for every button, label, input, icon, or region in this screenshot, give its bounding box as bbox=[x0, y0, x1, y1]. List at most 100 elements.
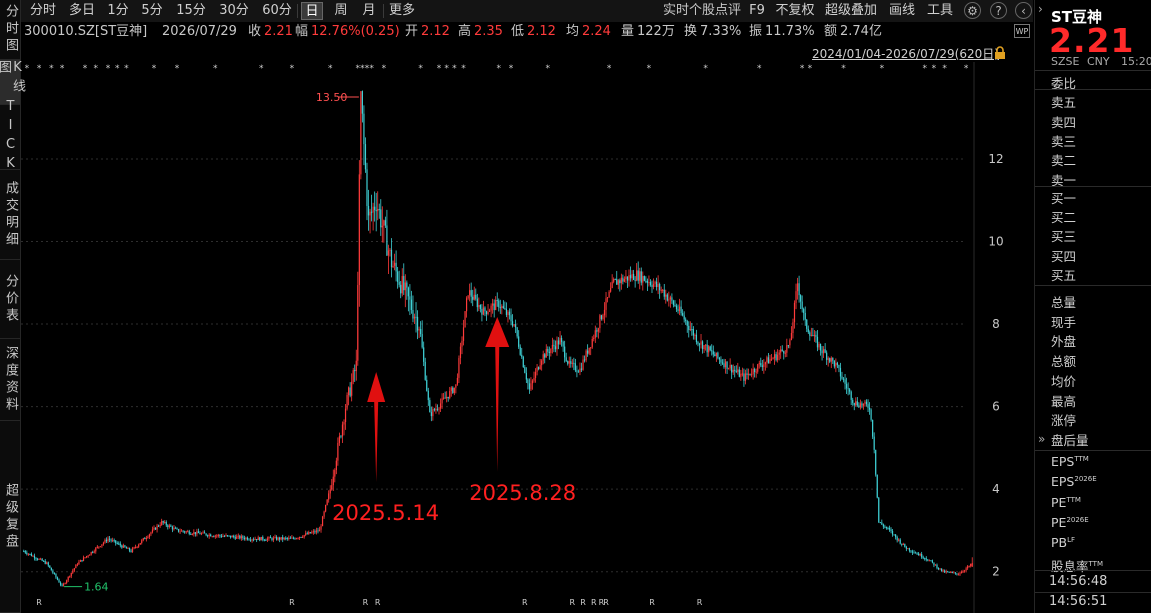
toolbar-item-2[interactable]: 不复权 bbox=[775, 3, 815, 18]
signal-star: * bbox=[444, 64, 449, 74]
tab-tick[interactable]: TICK bbox=[0, 99, 20, 175]
candle-body bbox=[406, 282, 408, 288]
candle-body bbox=[752, 368, 754, 375]
candle-body bbox=[93, 551, 95, 553]
toolbar-item-1[interactable]: F9 bbox=[749, 3, 765, 18]
candle-body bbox=[306, 533, 308, 535]
period-button-7[interactable]: 日 bbox=[301, 2, 323, 20]
candle-body bbox=[944, 570, 946, 573]
period-button-4[interactable]: 15分 bbox=[176, 3, 206, 18]
candle-body bbox=[133, 547, 135, 549]
candle-body bbox=[154, 527, 157, 530]
candle-body bbox=[282, 537, 284, 540]
candle-body bbox=[816, 336, 819, 348]
signal-star: * bbox=[461, 64, 466, 74]
candle-body bbox=[749, 373, 751, 375]
tab-timeshare[interactable]: 分时图 bbox=[0, 0, 20, 60]
candle-body bbox=[518, 336, 520, 347]
period-button-3[interactable]: 5分 bbox=[141, 3, 163, 18]
candle-body bbox=[438, 408, 440, 410]
candle-body bbox=[873, 436, 875, 450]
tab-price-table[interactable]: 分价表 bbox=[0, 260, 20, 339]
candle-body bbox=[904, 543, 906, 548]
candle-body bbox=[493, 303, 495, 311]
y-tick-label: 2 bbox=[992, 565, 1000, 579]
period-button-9[interactable]: 月 bbox=[362, 3, 376, 18]
candle-body bbox=[214, 535, 216, 537]
chevron-right-icon[interactable]: › bbox=[1038, 2, 1043, 16]
candle-body bbox=[226, 535, 229, 537]
candle-body bbox=[70, 572, 72, 577]
collapse-strip[interactable]: › » bbox=[1035, 0, 1050, 613]
toolbar-item-0[interactable]: 实时个股点评 bbox=[662, 3, 741, 18]
max-price-label: 13.50 bbox=[316, 91, 348, 104]
period-button-2[interactable]: 1分 bbox=[107, 3, 129, 18]
candle-body bbox=[700, 341, 702, 345]
candle-body bbox=[413, 316, 416, 319]
toolbar-item-3[interactable]: 超级叠加 bbox=[824, 3, 877, 18]
candle-body bbox=[527, 379, 529, 384]
candle-body bbox=[73, 568, 75, 571]
gear-icon[interactable]: ⚙ bbox=[964, 2, 981, 19]
valuation-label-1: EPS2026E bbox=[1051, 474, 1097, 489]
close-label: 收 bbox=[248, 24, 262, 39]
signal-star: * bbox=[452, 64, 457, 74]
period-button-5[interactable]: 30分 bbox=[219, 3, 249, 18]
side-divider bbox=[1035, 186, 1151, 187]
double-chevron-icon[interactable]: » bbox=[1038, 432, 1046, 446]
help-icon[interactable]: ? bbox=[990, 2, 1007, 19]
candle-body bbox=[82, 557, 85, 561]
candle-body bbox=[56, 577, 59, 580]
candle-body bbox=[747, 373, 750, 375]
candle-body bbox=[662, 289, 664, 291]
candle-body bbox=[383, 220, 385, 226]
period-button-1[interactable]: 多日 bbox=[68, 3, 95, 18]
candle-body bbox=[312, 531, 314, 533]
period-button-8[interactable]: 周 bbox=[334, 3, 348, 18]
candle-body bbox=[712, 351, 714, 355]
candle-body bbox=[967, 566, 969, 569]
candle-body bbox=[485, 311, 488, 315]
candle-body bbox=[441, 398, 443, 404]
stat-label-5: 最高 bbox=[1051, 391, 1076, 410]
candle-body bbox=[233, 535, 235, 537]
candle-body bbox=[677, 309, 679, 311]
candle-body bbox=[741, 373, 743, 375]
tab-super-replay[interactable]: 超级复盘 bbox=[0, 421, 20, 613]
candle-body bbox=[901, 543, 903, 545]
candle-body bbox=[69, 576, 71, 578]
candle-body bbox=[315, 530, 318, 533]
candle-body bbox=[668, 299, 670, 301]
candle-body bbox=[213, 536, 215, 538]
period-button-6[interactable]: 60分 bbox=[262, 3, 292, 18]
date-range-link[interactable]: 2024/01/04-2026/07/29(620日) bbox=[812, 47, 999, 61]
candle-body bbox=[697, 342, 699, 344]
wp-badge[interactable]: WP bbox=[1014, 24, 1030, 38]
period-button-0[interactable]: 分时 bbox=[29, 3, 56, 18]
candle-body bbox=[202, 532, 204, 534]
candle-body bbox=[908, 548, 911, 551]
order-label-4: 卖二 bbox=[1051, 150, 1076, 169]
signal-star: * bbox=[808, 64, 813, 74]
candle-body bbox=[617, 280, 619, 285]
candle-body bbox=[272, 537, 275, 540]
tab-depth-data[interactable]: 深度资料 bbox=[0, 339, 20, 421]
candle-body bbox=[321, 516, 324, 527]
candle-body bbox=[26, 552, 28, 555]
signal-r: R bbox=[375, 598, 381, 607]
candle-body bbox=[688, 325, 690, 330]
toolbar-item-4[interactable]: 画线 bbox=[888, 3, 915, 18]
y-tick-label: 4 bbox=[992, 482, 1000, 496]
back-icon[interactable]: ‹ bbox=[1015, 2, 1032, 19]
signal-star: * bbox=[83, 64, 88, 74]
candle-body bbox=[211, 536, 213, 538]
candle-body bbox=[308, 532, 310, 535]
lock-icon[interactable] bbox=[994, 45, 1006, 59]
toolbar-item-5[interactable]: 工具 bbox=[926, 3, 953, 18]
tab-trade-details[interactable]: 成交明细 bbox=[0, 170, 20, 260]
period-button-10[interactable]: 更多 bbox=[388, 3, 415, 18]
tab-kline[interactable]: K线图 bbox=[0, 60, 25, 105]
candle-body bbox=[35, 558, 37, 560]
candle-body bbox=[832, 357, 834, 361]
